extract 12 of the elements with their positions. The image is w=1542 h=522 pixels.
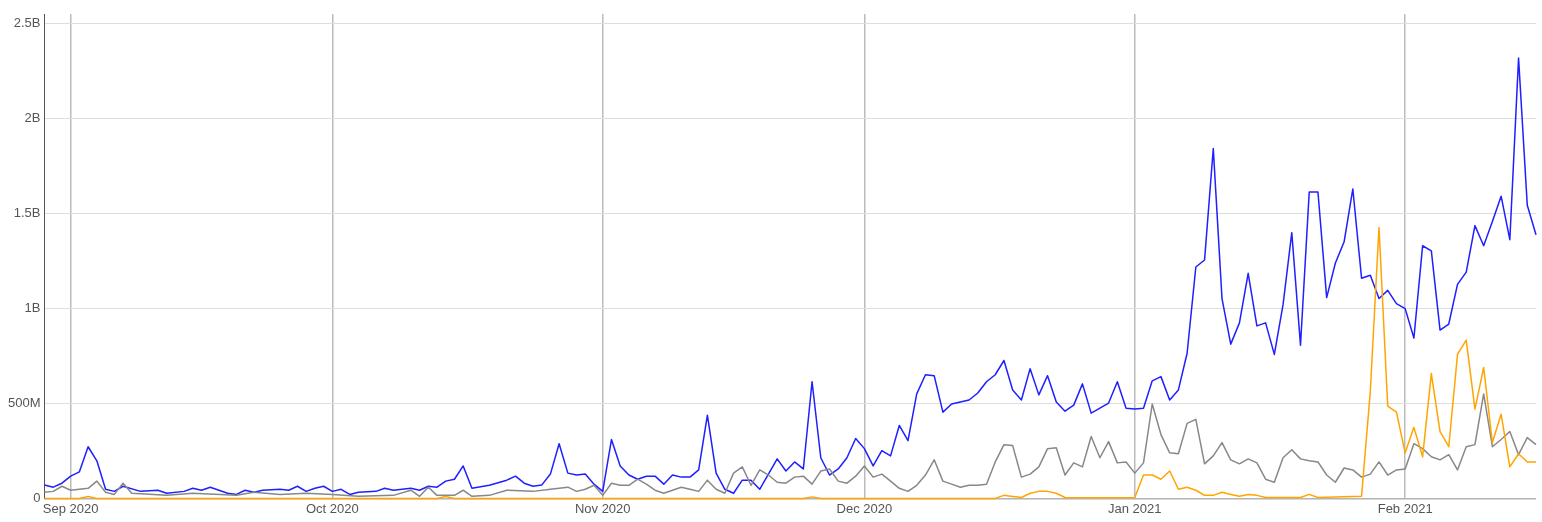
x-tick-label: Jan 2021 (1108, 500, 1162, 516)
y-tick-label: 2B (24, 110, 41, 126)
x-tick-label: Nov 2020 (574, 500, 631, 516)
x-tick-label: Oct 2020 (305, 500, 359, 516)
y-tick-label: 0 (33, 489, 41, 505)
y-tick-label: 1.5B (13, 205, 41, 221)
y-tick-label: 1B (24, 300, 41, 316)
x-tick-label: Dec 2020 (836, 500, 893, 516)
y-tick-label: 2.5B (13, 15, 41, 31)
y-tick-label: 500M (7, 395, 41, 410)
x-tick-label: Sep 2020 (42, 500, 99, 516)
x-tick-label: Feb 2021 (1377, 500, 1433, 516)
